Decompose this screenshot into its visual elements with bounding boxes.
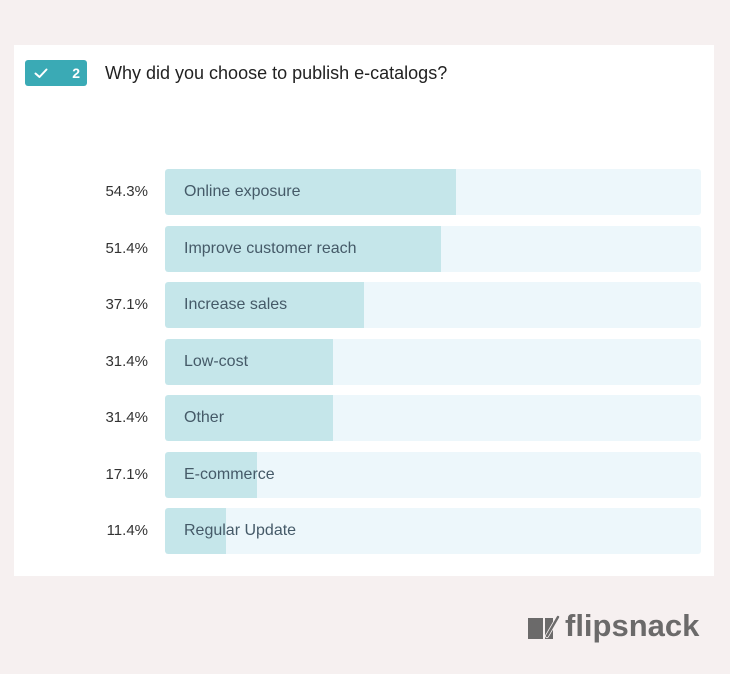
bar-row: 31.4% Other bbox=[14, 395, 714, 441]
bar-category-label: E-commerce bbox=[184, 465, 275, 483]
bar bbox=[165, 395, 333, 441]
bar-track: Increase sales bbox=[165, 282, 701, 328]
question-number: 2 bbox=[72, 65, 80, 81]
bar-track: Online exposure bbox=[165, 169, 701, 215]
bar-category-label: Low-cost bbox=[184, 352, 249, 370]
bar-value-label: 51.4% bbox=[105, 239, 148, 257]
check-icon bbox=[34, 68, 48, 78]
survey-card: 2 Why did you choose to publish e-catalo… bbox=[14, 45, 714, 576]
bar-row: 31.4% Low-cost bbox=[14, 338, 714, 385]
brand-name: flipsnack bbox=[565, 608, 700, 643]
bar bbox=[165, 508, 226, 554]
bar-value-label: 54.3% bbox=[105, 183, 148, 200]
bar-track: Other bbox=[165, 395, 701, 441]
bar-track: Regular Update bbox=[165, 508, 701, 554]
bar-row: 37.1% Increase sales bbox=[14, 282, 714, 328]
bar bbox=[165, 169, 456, 215]
bar-row: 51.4% Improve customer reach bbox=[14, 225, 714, 272]
question-badge: 2 bbox=[25, 60, 87, 86]
bar-value-label: 11.4% bbox=[106, 522, 148, 539]
bar-category-label: Regular Update bbox=[184, 522, 297, 539]
bar-value-label: 31.4% bbox=[105, 352, 148, 370]
bar-track: E-commerce bbox=[165, 451, 701, 498]
bar-value-label: 17.1% bbox=[105, 465, 148, 483]
bar-track: Improve customer reach bbox=[165, 225, 701, 272]
question-title: Why did you choose to publish e-catalogs… bbox=[105, 63, 448, 83]
bar-category-label: Improve customer reach bbox=[184, 239, 357, 257]
bar-value-label: 37.1% bbox=[105, 296, 148, 313]
bar bbox=[165, 451, 257, 498]
bar-category-label: Increase sales bbox=[184, 296, 288, 313]
bar-category-label: Other bbox=[184, 409, 225, 426]
bar-value-label: 31.4% bbox=[105, 409, 148, 426]
bar-category-label: Online exposure bbox=[184, 183, 301, 200]
bar bbox=[165, 282, 364, 328]
bar-row: 17.1% E-commerce bbox=[14, 451, 714, 498]
bar-row: 54.3% Online exposure bbox=[14, 169, 714, 215]
bar-track: Low-cost bbox=[165, 338, 701, 385]
bar bbox=[165, 225, 441, 272]
bar bbox=[165, 338, 333, 385]
bar-row: 11.4% Regular Update bbox=[14, 508, 714, 554]
flipsnack-logo-icon bbox=[528, 615, 560, 639]
